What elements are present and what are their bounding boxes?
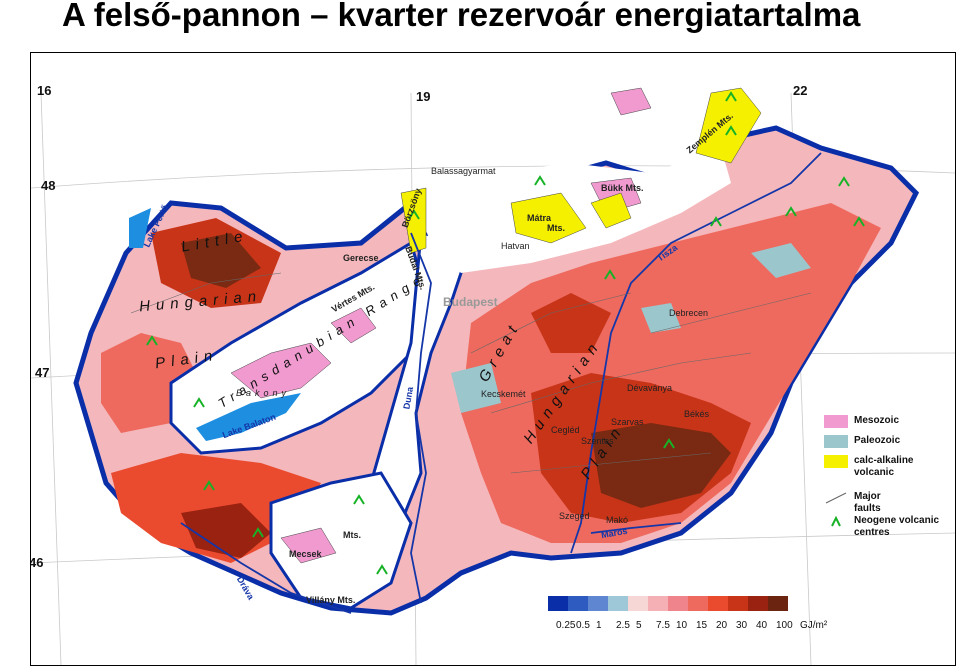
scale-tick-label: 2.5 bbox=[616, 620, 630, 631]
place-label: Cegléd bbox=[551, 425, 580, 435]
scale-box bbox=[568, 596, 588, 611]
lake-ferto-shape bbox=[129, 208, 151, 248]
place-label: Budapest bbox=[443, 295, 498, 309]
scale-tick-label: 10 bbox=[676, 620, 688, 631]
scale-box bbox=[648, 596, 668, 611]
place-label: Dévaványa bbox=[627, 383, 673, 393]
place-label: Szentes bbox=[581, 436, 614, 446]
place-label: Mts. bbox=[343, 530, 361, 540]
legend-item: Mesozoic bbox=[824, 415, 899, 428]
scale-box bbox=[628, 596, 648, 611]
scale-box bbox=[768, 596, 788, 611]
scale-box bbox=[668, 596, 688, 611]
scale-tick-label: 40 bbox=[756, 620, 768, 631]
scale-box bbox=[688, 596, 708, 611]
legend-item: calc-alkaline volcanic bbox=[824, 455, 934, 479]
place-label: Gerecse bbox=[343, 253, 379, 263]
hungary-map bbox=[31, 87, 955, 665]
place-label: Mecsek bbox=[289, 549, 322, 559]
legend-item: Paleozoic bbox=[824, 435, 900, 448]
latitude-label: 47 bbox=[35, 365, 50, 380]
scale-box bbox=[588, 596, 608, 611]
scale-tick-label: 1 bbox=[596, 620, 602, 631]
longitude-label: 22 bbox=[793, 83, 808, 98]
scale-box bbox=[548, 596, 568, 611]
scale-tick-label: 30 bbox=[736, 620, 748, 631]
place-label: Hatvan bbox=[501, 241, 530, 251]
scale-tick-label: 0.5 bbox=[576, 620, 590, 631]
fault-line-icon bbox=[825, 492, 847, 504]
scale-tick-label: 15 bbox=[696, 620, 708, 631]
map-frame: 16 19 22 48 47 46 Little Hungarian Plain… bbox=[30, 52, 956, 666]
page-title: A felső-pannon – kvarter rezervoár energ… bbox=[62, 0, 861, 33]
place-label: Bükk Mts. bbox=[601, 183, 644, 193]
longitude-label: 16 bbox=[37, 83, 52, 98]
volcano-caret-icon bbox=[831, 515, 841, 527]
volcanic-swatch bbox=[824, 455, 848, 468]
place-label: Szarvas bbox=[611, 417, 644, 427]
legend-item: Major faults bbox=[824, 491, 881, 515]
scale-box bbox=[708, 596, 728, 611]
place-label: Villány Mts. bbox=[306, 595, 356, 605]
energy-color-scale bbox=[548, 596, 788, 611]
scale-box bbox=[608, 596, 628, 611]
place-label: Balassagyarmat bbox=[431, 166, 496, 176]
scale-tick-label: 7.5 bbox=[656, 620, 670, 631]
latitude-label: 48 bbox=[41, 178, 56, 193]
place-label: Békés bbox=[684, 409, 710, 419]
place-label: Mts. bbox=[547, 223, 565, 233]
place-label: Kecskemét bbox=[481, 389, 526, 399]
scale-tick-label: 20 bbox=[716, 620, 728, 631]
place-label: Debrecen bbox=[669, 308, 709, 318]
scale-tick-label: 100 bbox=[776, 620, 793, 631]
scale-tick-label: 5 bbox=[636, 620, 642, 631]
latitude-label: 46 bbox=[30, 555, 44, 570]
paleozoic-swatch bbox=[824, 435, 848, 448]
longitude-label: 19 bbox=[416, 89, 431, 104]
lake-balaton-shape bbox=[196, 393, 301, 441]
legend-item: Neogene volcanic centres bbox=[824, 515, 954, 539]
place-label: Szeged bbox=[559, 511, 590, 521]
scale-unit-label: GJ/m² bbox=[800, 620, 828, 631]
mesozoic-swatch bbox=[824, 415, 848, 428]
place-label: Makó bbox=[606, 515, 629, 525]
place-label: Bakony bbox=[236, 388, 291, 398]
scale-tick-label: 0.25 bbox=[556, 620, 576, 631]
scale-box bbox=[728, 596, 748, 611]
scale-box bbox=[748, 596, 768, 611]
place-label: Mátra bbox=[527, 213, 552, 223]
